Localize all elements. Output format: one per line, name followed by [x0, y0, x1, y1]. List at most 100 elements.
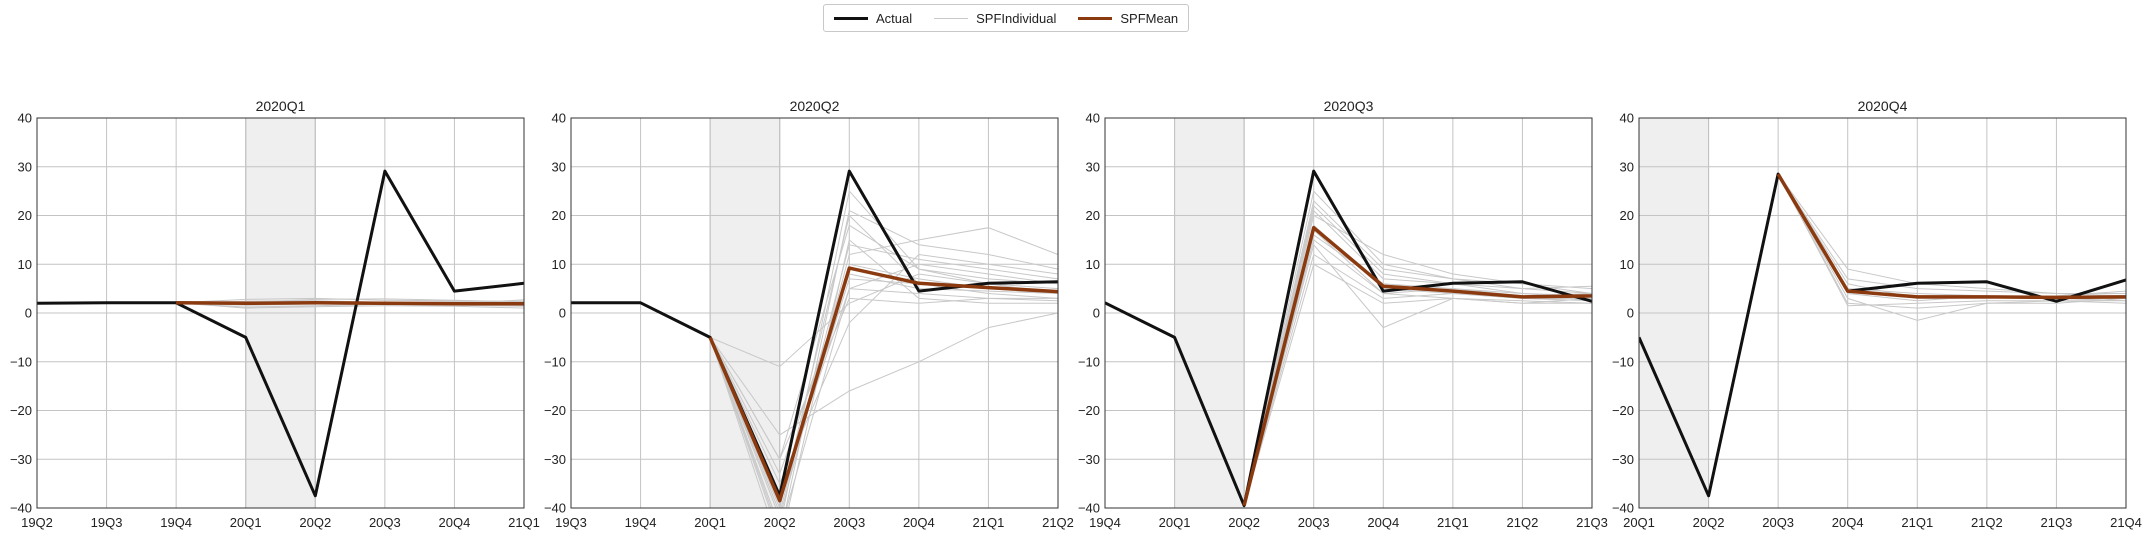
x-tick-label: 21Q1: [1901, 515, 1933, 530]
spf-individual-line: [1243, 199, 1592, 506]
spf-individual-line: [1243, 209, 1592, 506]
y-tick-label: −10: [1612, 354, 1634, 369]
x-tick-label: 21Q1: [1437, 515, 1469, 530]
spf-mean-line: [176, 301, 524, 306]
y-tick-label: −30: [10, 452, 32, 467]
y-tick-label: −10: [10, 354, 32, 369]
x-tick-label: 20Q4: [1832, 515, 1864, 530]
spf-individual-line: [1777, 173, 2126, 307]
y-tick-label: 0: [1627, 306, 1634, 321]
x-tick-label: 21Q3: [2041, 515, 2073, 530]
plot-frame: [570, 117, 1059, 509]
chart-legend: Actual SPFIndividual SPFMean: [823, 4, 1190, 32]
y-tick-label: 10: [1086, 257, 1100, 272]
panel-title: 2020Q4: [1858, 98, 1908, 114]
y-tick-label: −20: [1078, 403, 1100, 418]
x-tick-label: 20Q1: [1159, 515, 1191, 530]
actual-line: [1105, 169, 1592, 508]
y-tick-label: −20: [544, 403, 566, 418]
legend-entry-mean: SPFMean: [1078, 11, 1178, 26]
y-tick-label: 40: [1086, 111, 1100, 126]
spf-mean-line: [1242, 225, 1592, 507]
x-tick-label: 20Q2: [1228, 515, 1260, 530]
y-tick-label: 40: [18, 111, 32, 126]
chart-panel: −40 −30 −20 −10 0 10 20 30 40 19Q2 19Q3 19Q4 20Q1 20Q…: [10, 98, 540, 530]
spf-individual-line: [709, 227, 1058, 508]
x-tick-label: 20Q2: [299, 515, 331, 530]
y-tick-label: 10: [1620, 257, 1634, 272]
legend-label-actual: Actual: [876, 10, 913, 26]
series-lines: [1639, 172, 2126, 498]
actual-line: [37, 169, 524, 498]
y-tick-label: −10: [544, 354, 566, 369]
panel-title: 2020Q1: [256, 98, 306, 114]
y-tick-label: 20: [1620, 208, 1634, 223]
y-tick-label: 30: [552, 159, 566, 174]
y-tick-label: −30: [544, 452, 566, 467]
x-tick-label: 20Q3: [1298, 515, 1330, 530]
spf-individual-line: [1243, 204, 1592, 506]
legend-label-individual: SPFIndividual: [976, 10, 1057, 26]
spf-individual-line: [1777, 173, 2126, 299]
x-tick-label: 20Q3: [369, 515, 401, 530]
panel-title: 2020Q3: [1324, 98, 1374, 114]
legend-entry-individual: SPFIndividual: [934, 11, 1056, 26]
x-tick-label: 20Q1: [694, 515, 726, 530]
x-tick-label: 21Q3: [1576, 515, 1608, 530]
y-tick-label: 10: [552, 257, 566, 272]
spf-mean-line: [1776, 173, 2126, 300]
x-tick-label: 20Q4: [1367, 515, 1399, 530]
y-tick-label: 30: [1086, 159, 1100, 174]
y-tick-label: 0: [1093, 306, 1100, 321]
x-tick-label: 21Q2: [1507, 515, 1539, 530]
y-tick-label: 20: [1086, 208, 1100, 223]
x-tick-label: 19Q2: [21, 515, 53, 530]
spf-individual-line: [1777, 173, 2126, 309]
actual-line: [1639, 172, 2126, 498]
x-tick-label: 20Q4: [439, 515, 471, 530]
chart-panel: −40 −30 −20 −10 0 10 20 30 40 20Q1 20Q2 20Q3 20Q4 21Q…: [1612, 98, 2142, 530]
x-tick-label: 19Q3: [91, 515, 123, 530]
y-tick-label: −30: [1612, 452, 1634, 467]
x-tick-label: 21Q1: [508, 515, 540, 530]
x-tick-label: 20Q4: [903, 515, 935, 530]
actual-line: [571, 169, 1058, 498]
y-tick-label: −40: [1612, 501, 1634, 516]
panel-title: 2020Q2: [790, 98, 840, 114]
y-tick-label: −10: [1078, 354, 1100, 369]
y-tick-label: −40: [1078, 501, 1100, 516]
y-tick-label: 20: [18, 208, 32, 223]
legend-entry-actual: Actual: [834, 11, 912, 26]
x-tick-label: 20Q3: [1762, 515, 1794, 530]
spf-individual-line: [709, 214, 1058, 508]
spf-individual-line: [709, 297, 1058, 461]
y-tick-label: −20: [10, 403, 32, 418]
x-tick-label: 19Q4: [1089, 515, 1121, 530]
x-tick-label: 19Q4: [625, 515, 657, 530]
y-tick-label: −30: [1078, 452, 1100, 467]
y-tick-label: 40: [1620, 111, 1634, 126]
x-tick-label: 21Q2: [1042, 515, 1074, 530]
plot-frame: [1104, 117, 1593, 509]
spf-individual-line: [1777, 173, 2126, 299]
plot-frame: [36, 117, 525, 509]
x-tick-label: 21Q2: [1971, 515, 2003, 530]
x-tick-label: 20Q3: [833, 515, 865, 530]
spf-individual-line: [1777, 173, 2126, 294]
chart-panel: −40 −30 −20 −10 0 10 20 30 40 19Q4 20Q1 20Q2 20Q3 20Q…: [1078, 98, 1608, 530]
spf-individual-line: [1243, 263, 1592, 506]
x-tick-label: 19Q4: [160, 515, 192, 530]
spf-individual-line: [1777, 173, 2126, 321]
y-tick-label: 10: [18, 257, 32, 272]
x-tick-label: 20Q2: [1693, 515, 1725, 530]
y-tick-label: −20: [1612, 403, 1634, 418]
y-tick-label: 30: [1620, 159, 1634, 174]
series-lines: [37, 169, 524, 498]
x-tick-label: 21Q1: [973, 515, 1005, 530]
spf-individual-line: [709, 238, 1058, 508]
spf-individual-line: [709, 253, 1058, 485]
spf-individual-line: [1243, 243, 1592, 506]
spf-individual-line: [709, 312, 1058, 436]
legend-swatch-actual: [834, 16, 868, 20]
